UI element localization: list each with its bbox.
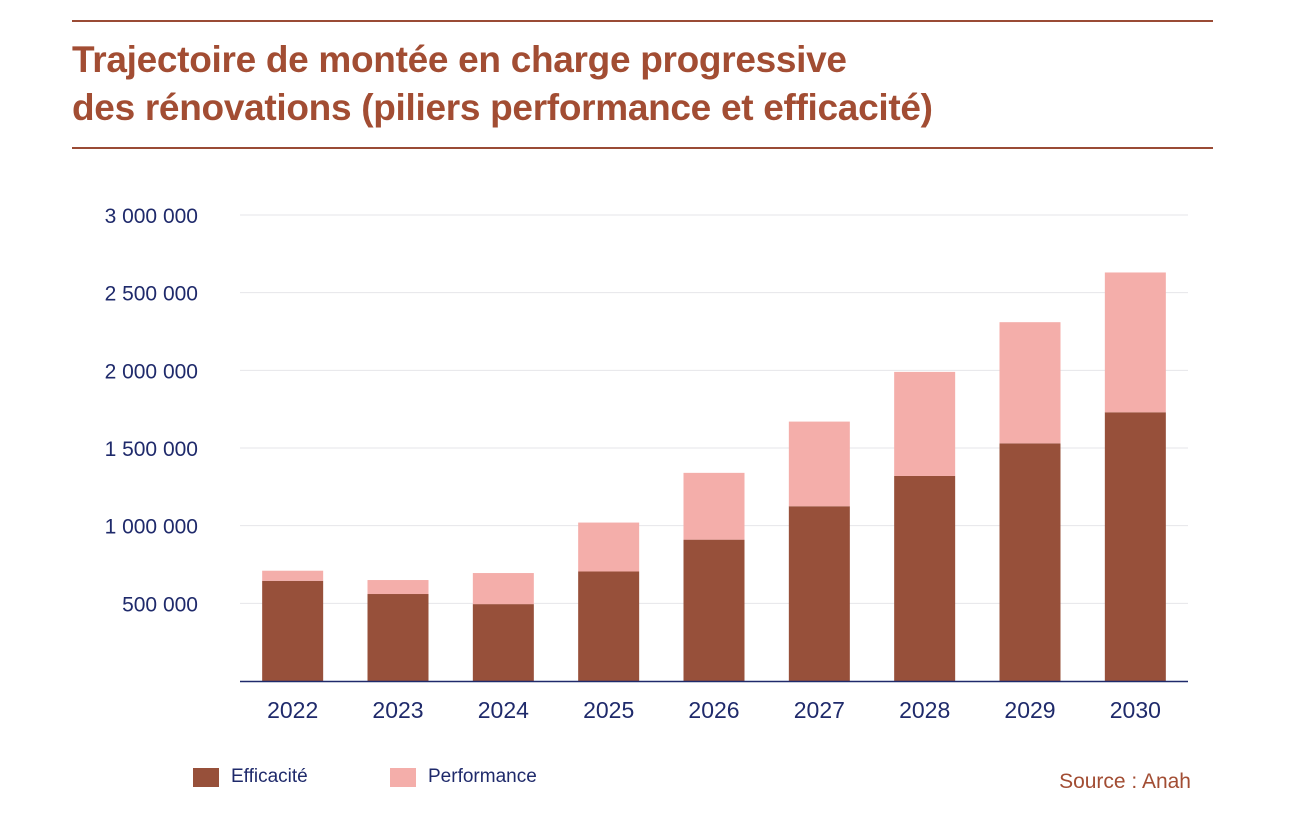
y-tick-label: 2 500 000 bbox=[105, 283, 198, 306]
bar-efficacite-2024 bbox=[472, 604, 534, 681]
bar-performance-2030 bbox=[1104, 272, 1166, 413]
x-tick-label: 2024 bbox=[478, 697, 529, 723]
bars bbox=[262, 272, 1166, 681]
x-tick-label: 2025 bbox=[583, 697, 634, 723]
bar-efficacite-2030 bbox=[1104, 412, 1166, 681]
x-tick-label: 2030 bbox=[1110, 697, 1161, 723]
y-tick-label: 500 000 bbox=[122, 593, 198, 616]
legend-label-performance: Performance bbox=[428, 766, 537, 787]
x-tick-label: 2028 bbox=[899, 697, 950, 723]
legend-swatch-efficacite bbox=[193, 767, 219, 787]
bar-performance-2025 bbox=[578, 522, 640, 572]
y-tick-label: 1 500 000 bbox=[105, 438, 198, 461]
bar-performance-2027 bbox=[788, 421, 850, 507]
y-tick-label: 1 000 000 bbox=[105, 516, 198, 539]
x-tick-label: 2027 bbox=[794, 697, 845, 723]
bar-efficacite-2025 bbox=[578, 571, 640, 681]
source-note: Source : Anah bbox=[1059, 770, 1191, 793]
bar-performance-2029 bbox=[999, 322, 1061, 444]
x-tick-label: 2023 bbox=[372, 697, 423, 723]
title-line-2: des rénovations (piliers performance et … bbox=[72, 87, 933, 128]
bar-efficacite-2023 bbox=[367, 594, 429, 681]
y-tick-label: 2 000 000 bbox=[105, 360, 198, 383]
legend-item-performance: Performance bbox=[390, 765, 537, 789]
bar-performance-2023 bbox=[367, 580, 429, 595]
bar-efficacite-2027 bbox=[788, 506, 850, 681]
bar-efficacite-2029 bbox=[999, 443, 1061, 681]
x-axis-ticks: 2022 2023 2024 2025 2026 2027 2028 2029 2030 bbox=[267, 697, 1161, 723]
x-tick-label: 2022 bbox=[267, 697, 318, 723]
y-axis-ticks: 500 000 1 000 000 1 500 000 2 000 000 2 500 … bbox=[105, 205, 198, 616]
title-rule bbox=[72, 147, 1213, 149]
chart-title: Trajectoire de montée en charge progress… bbox=[72, 36, 1172, 132]
y-tick-label: 3 000 000 bbox=[105, 205, 198, 228]
top-rule bbox=[72, 20, 1213, 22]
legend-swatch-performance bbox=[390, 767, 416, 787]
bar-efficacite-2028 bbox=[894, 475, 956, 681]
bar-efficacite-2022 bbox=[262, 580, 324, 681]
x-tick-label: 2026 bbox=[688, 697, 739, 723]
legend-label-efficacite: Efficacité bbox=[231, 766, 308, 787]
bar-performance-2022 bbox=[262, 570, 324, 581]
bar-performance-2024 bbox=[472, 573, 534, 605]
x-tick-label: 2029 bbox=[1004, 697, 1055, 723]
legend-item-efficacite: Efficacité bbox=[193, 765, 308, 789]
title-line-1: Trajectoire de montée en charge progress… bbox=[72, 39, 847, 80]
bar-performance-2028 bbox=[894, 371, 956, 476]
bar-efficacite-2026 bbox=[683, 539, 745, 681]
bar-performance-2026 bbox=[683, 472, 745, 540]
